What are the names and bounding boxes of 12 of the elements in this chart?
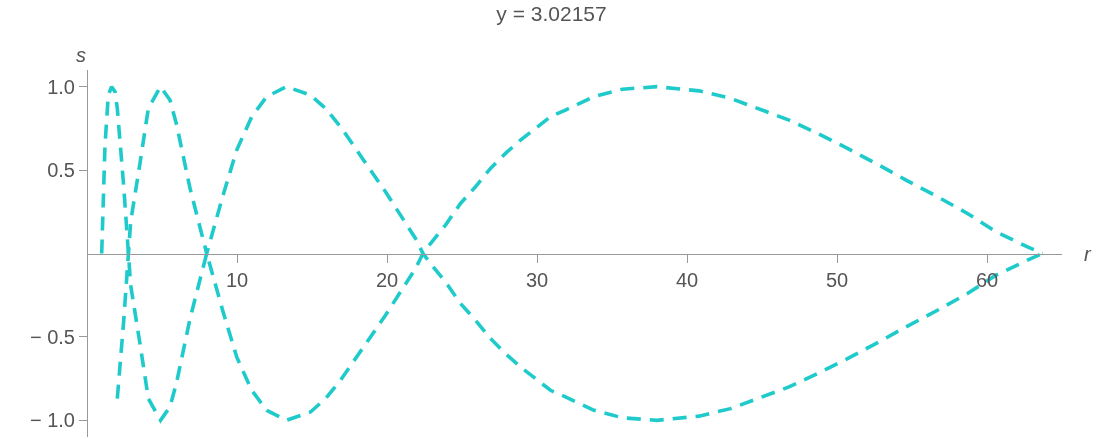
y-tick-label: 0.5	[47, 159, 75, 182]
x-tick-label: 30	[525, 268, 549, 291]
y-axis-title: s	[76, 44, 86, 66]
x-tick-label: 20	[375, 268, 399, 291]
x-tick-label: 10	[225, 268, 249, 291]
y-tick-label: 1.0	[47, 75, 75, 98]
y-tick-label: − 0.5	[29, 325, 75, 348]
chart-title: y = 3.02157	[496, 2, 607, 26]
x-tick-label: 40	[675, 268, 699, 291]
y-tick-label: − 1.0	[29, 409, 75, 432]
x-axis-title: r	[1084, 243, 1092, 265]
x-tick-label: 50	[825, 268, 849, 291]
